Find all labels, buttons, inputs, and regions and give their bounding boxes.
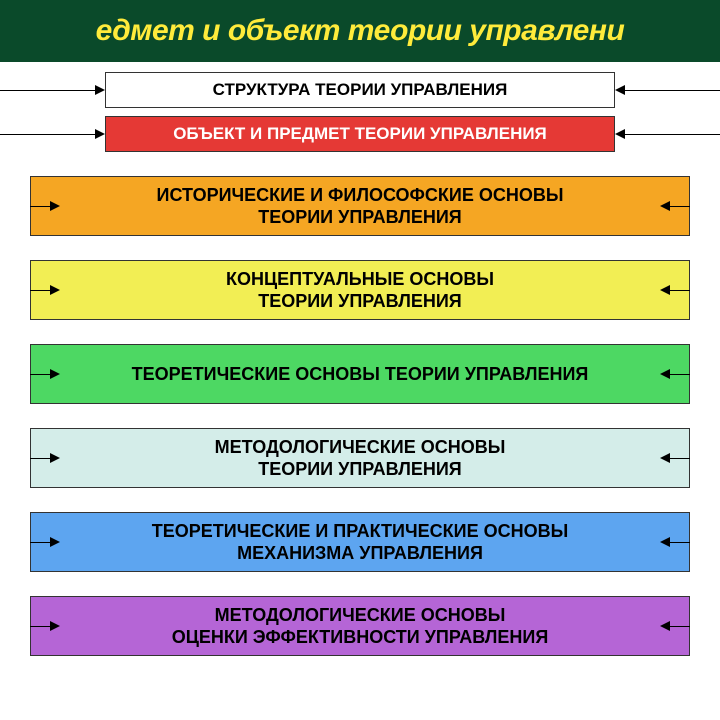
main-box-wrapper: ТЕОРЕТИЧЕСКИЕ ОСНОВЫ ТЕОРИИ УПРАВЛЕНИЯ: [30, 344, 690, 404]
header-box-wrapper: СТРУКТУРА ТЕОРИИ УПРАВЛЕНИЯ: [0, 72, 720, 108]
arrow-right: [660, 453, 690, 463]
box-line2: ТЕОРИИ УПРАВЛЕНИЯ: [258, 206, 462, 229]
theory-box-4: ТЕОРЕТИЧЕСКИЕ И ПРАКТИЧЕСКИЕ ОСНОВЫМЕХАН…: [30, 512, 690, 572]
main-box-wrapper: МЕТОДОЛОГИЧЕСКИЕ ОСНОВЫТЕОРИИ УПРАВЛЕНИЯ: [30, 428, 690, 488]
theory-box-3: МЕТОДОЛОГИЧЕСКИЕ ОСНОВЫТЕОРИИ УПРАВЛЕНИЯ: [30, 428, 690, 488]
arrow-right: [660, 201, 690, 211]
box-line2: ТЕОРИИ УПРАВЛЕНИЯ: [258, 458, 462, 481]
structure-header-box: СТРУКТУРА ТЕОРИИ УПРАВЛЕНИЯ: [105, 72, 615, 108]
theory-box-1: КОНЦЕПТУАЛЬНЫЕ ОСНОВЫТЕОРИИ УПРАВЛЕНИЯ: [30, 260, 690, 320]
diagram-content: СТРУКТУРА ТЕОРИИ УПРАВЛЕНИЯ ОБЪЕКТ И ПРЕ…: [0, 62, 720, 674]
arrow-left: [30, 537, 60, 547]
arrow-left: [30, 285, 60, 295]
arrow-right: [660, 285, 690, 295]
main-box-wrapper: КОНЦЕПТУАЛЬНЫЕ ОСНОВЫТЕОРИИ УПРАВЛЕНИЯ: [30, 260, 690, 320]
arrow-left: [30, 201, 60, 211]
main-box-wrapper: ТЕОРЕТИЧЕСКИЕ И ПРАКТИЧЕСКИЕ ОСНОВЫМЕХАН…: [30, 512, 690, 572]
main-box-wrapper: МЕТОДОЛОГИЧЕСКИЕ ОСНОВЫОЦЕНКИ ЭФФЕКТИВНО…: [30, 596, 690, 656]
arrow-right: [660, 621, 690, 631]
arrow-left: [30, 369, 60, 379]
page-title: едмет и объект теории управлени: [0, 0, 720, 62]
arrow-right: [615, 85, 720, 95]
arrow-left: [0, 85, 105, 95]
arrow-right: [660, 537, 690, 547]
arrow-right: [615, 129, 720, 139]
subheader-box-wrapper: ОБЪЕКТ И ПРЕДМЕТ ТЕОРИИ УПРАВЛЕНИЯ: [0, 116, 720, 152]
theory-box-2: ТЕОРЕТИЧЕСКИЕ ОСНОВЫ ТЕОРИИ УПРАВЛЕНИЯ: [30, 344, 690, 404]
box-line2: МЕХАНИЗМА УПРАВЛЕНИЯ: [237, 542, 483, 565]
box-line1: ТЕОРЕТИЧЕСКИЕ ОСНОВЫ ТЕОРИИ УПРАВЛЕНИЯ: [132, 363, 589, 386]
box-line2: ОЦЕНКИ ЭФФЕКТИВНОСТИ УПРАВЛЕНИЯ: [172, 626, 549, 649]
subject-object-text: ОБЪЕКТ И ПРЕДМЕТ ТЕОРИИ УПРАВЛЕНИЯ: [173, 123, 547, 144]
box-line1: МЕТОДОЛОГИЧЕСКИЕ ОСНОВЫ: [215, 604, 506, 627]
theory-box-5: МЕТОДОЛОГИЧЕСКИЕ ОСНОВЫОЦЕНКИ ЭФФЕКТИВНО…: [30, 596, 690, 656]
arrow-left: [0, 129, 105, 139]
box-line1: КОНЦЕПТУАЛЬНЫЕ ОСНОВЫ: [226, 268, 494, 291]
box-line1: МЕТОДОЛОГИЧЕСКИЕ ОСНОВЫ: [215, 436, 506, 459]
box-line2: ТЕОРИИ УПРАВЛЕНИЯ: [258, 290, 462, 313]
box-line1: ИСТОРИЧЕСКИЕ И ФИЛОСОФСКИЕ ОСНОВЫ: [157, 184, 564, 207]
main-box-wrapper: ИСТОРИЧЕСКИЕ И ФИЛОСОФСКИЕ ОСНОВЫТЕОРИИ …: [30, 176, 690, 236]
structure-header-text: СТРУКТУРА ТЕОРИИ УПРАВЛЕНИЯ: [213, 79, 508, 100]
subject-object-box: ОБЪЕКТ И ПРЕДМЕТ ТЕОРИИ УПРАВЛЕНИЯ: [105, 116, 615, 152]
arrow-left: [30, 453, 60, 463]
arrow-left: [30, 621, 60, 631]
box-line1: ТЕОРЕТИЧЕСКИЕ И ПРАКТИЧЕСКИЕ ОСНОВЫ: [152, 520, 568, 543]
theory-box-0: ИСТОРИЧЕСКИЕ И ФИЛОСОФСКИЕ ОСНОВЫТЕОРИИ …: [30, 176, 690, 236]
arrow-right: [660, 369, 690, 379]
